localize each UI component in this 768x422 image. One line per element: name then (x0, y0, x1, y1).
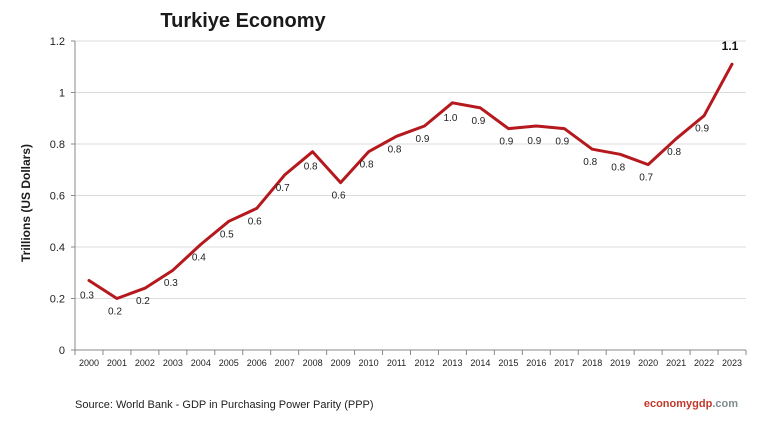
data-label: 0.9 (695, 124, 709, 135)
x-tick-label: 2011 (387, 358, 406, 368)
data-label: 0.6 (332, 191, 346, 202)
x-tick-label: 2005 (219, 358, 239, 368)
x-tick-label: 2002 (135, 358, 155, 368)
data-label: 0.2 (136, 296, 150, 307)
y-tick-label: 1 (59, 88, 65, 100)
data-label: 0.8 (388, 144, 402, 155)
gridlines (75, 40, 746, 299)
chart-title: Turkiye Economy (160, 10, 326, 32)
y-tick-label: 0.2 (50, 294, 65, 306)
x-tick-label: 2007 (275, 358, 295, 368)
data-label: 0.9 (527, 136, 541, 147)
x-tick-label: 2012 (414, 358, 434, 368)
x-tick-label: 2023 (722, 358, 742, 368)
data-label: 1.1 (722, 39, 739, 53)
x-tick-labels: 2000 2001 2002 2003 2004 2005 2006 2007 2008 2009… (79, 358, 742, 368)
x-tick-label: 2018 (582, 358, 602, 368)
x-tick-label: 2021 (666, 358, 686, 368)
x-tick-label: 2001 (107, 358, 127, 368)
brand-logo: economygdp.com (644, 398, 738, 410)
x-tick-label: 2016 (526, 358, 546, 368)
y-tick-label: 0.8 (50, 139, 65, 151)
x-tick-label: 2022 (694, 358, 714, 368)
y-tick-label: 1.2 (50, 36, 65, 48)
y-tick-label: 0.4 (50, 242, 65, 254)
data-label: 0.6 (248, 216, 262, 227)
data-label: 0.9 (555, 137, 569, 148)
brand-part-economy: economy (644, 398, 693, 410)
data-label: 0.8 (304, 162, 318, 173)
data-label: 0.3 (80, 290, 94, 301)
x-tick-label: 2015 (498, 358, 518, 368)
data-label: 0.5 (220, 229, 234, 240)
data-label: 0.4 (192, 252, 206, 263)
data-label: 0.8 (583, 157, 597, 168)
x-tick-label: 2014 (470, 358, 490, 368)
data-label: 0.7 (276, 183, 290, 194)
data-label: 1.0 (443, 113, 457, 124)
x-tick-label: 2003 (163, 358, 183, 368)
axes (71, 40, 747, 355)
x-tick-label: 2008 (303, 358, 323, 368)
x-tick-label: 2006 (247, 358, 267, 368)
data-label: 0.8 (611, 162, 625, 173)
data-labels: 0.3 0.2 0.2 0.3 0.4 0.5 0.6 0.7 0.8 0.6 0.8 0.8 0.9 1… (80, 39, 739, 317)
x-tick-label: 2019 (610, 358, 630, 368)
data-label: 0.8 (360, 160, 374, 171)
series-layer (87, 62, 734, 300)
data-label: 0.7 (639, 173, 653, 184)
x-tick-label: 2009 (331, 358, 351, 368)
data-label: 0.9 (499, 137, 513, 148)
y-tick-label: 0 (59, 345, 65, 357)
x-tick-label: 2017 (554, 358, 574, 368)
source-note: Source: World Bank - GDP in Purchasing P… (75, 399, 374, 411)
data-label: 0.9 (471, 116, 485, 127)
x-tick-label: 2013 (442, 358, 462, 368)
y-tick-label: 0.6 (50, 191, 65, 203)
series-line (87, 62, 734, 300)
x-tick-label: 2010 (359, 358, 379, 368)
data-label: 0.8 (667, 147, 681, 158)
brand-part-domain: .com (712, 398, 738, 410)
brand-part-gdp: gdp (692, 398, 712, 410)
x-tick-label: 2020 (638, 358, 658, 368)
x-tick-label: 2004 (191, 358, 211, 368)
x-tick-label: 2000 (79, 358, 99, 368)
data-label: 0.3 (164, 278, 178, 289)
data-label: 0.2 (108, 307, 122, 318)
y-axis-label: Trillions (US Dollars) (19, 144, 33, 262)
data-label: 0.9 (416, 134, 430, 145)
y-tick-labels: 0 0.2 0.4 0.6 0.8 1 1.2 (50, 36, 65, 357)
